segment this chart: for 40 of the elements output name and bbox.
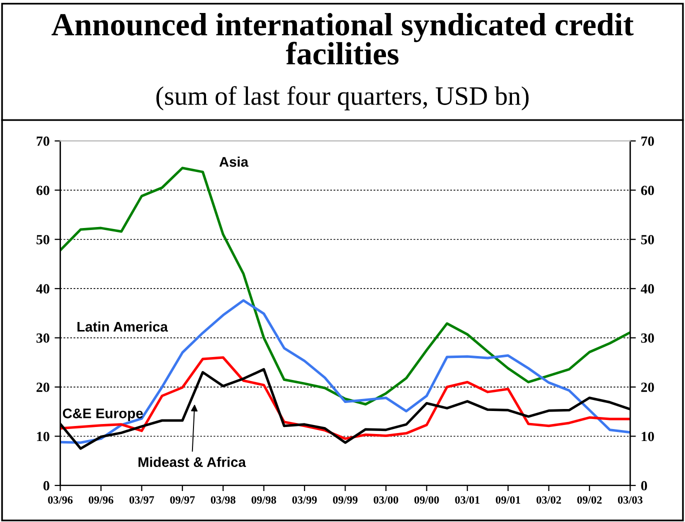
y2-tick-label: 20 <box>641 382 654 392</box>
y2-tick-label: 10 <box>642 432 654 442</box>
x-tick-label: 03/00 <box>374 496 398 504</box>
y-tick-label: 70 <box>36 136 50 146</box>
x-tick-label: 03/01 <box>455 496 480 504</box>
y-tick-label: 0 <box>43 481 50 490</box>
x-tick-label: 09/98 <box>252 496 276 504</box>
line-series <box>60 356 630 440</box>
x-tick-label: 03/98 <box>210 496 236 504</box>
y2-tick-label: 60 <box>641 186 654 196</box>
x-tick-label: 03/02 <box>536 496 561 504</box>
x-tick-label: 03/96 <box>48 496 73 504</box>
x-tick-label: 03/97 <box>129 496 154 504</box>
y2-tick-label: 50 <box>641 234 654 244</box>
chart-subtitle: (sum of last four quarters, USD bn) <box>156 86 529 110</box>
series-label: C&E Europe <box>62 408 143 422</box>
y2-tick-label: 0 <box>641 481 648 490</box>
x-tick-label: 09/97 <box>170 496 195 504</box>
x-tick-label: 09/96 <box>88 496 114 504</box>
x-tick-label: 03/03 <box>618 496 642 504</box>
y2-tick-label: 70 <box>641 136 654 146</box>
y-tick-label: 10 <box>37 432 50 442</box>
x-tick-label: 09/01 <box>496 496 520 504</box>
y-tick-label: 20 <box>36 382 50 392</box>
x-tick-label: 09/02 <box>577 496 602 504</box>
x-tick-label: 09/00 <box>414 496 439 504</box>
series-label: Latin America <box>77 321 168 332</box>
y2-tick-label: 30 <box>641 333 654 343</box>
chart-title: Announced international syndicated credit facilities <box>52 13 634 65</box>
text: Mideast & Africa <box>138 456 246 468</box>
line-series <box>60 299 630 444</box>
y-tick-label: 50 <box>36 234 50 244</box>
x-tick-label: 09/99 <box>333 496 358 504</box>
x-tick-label: 03/99 <box>292 496 317 504</box>
line-series <box>60 166 630 406</box>
y-tick-label: 30 <box>36 333 50 343</box>
y-tick-label: 40 <box>36 284 50 294</box>
y2-tick-label: 40 <box>640 284 654 294</box>
series-label: Asia <box>219 156 248 167</box>
y-tick-label: 60 <box>36 186 50 196</box>
